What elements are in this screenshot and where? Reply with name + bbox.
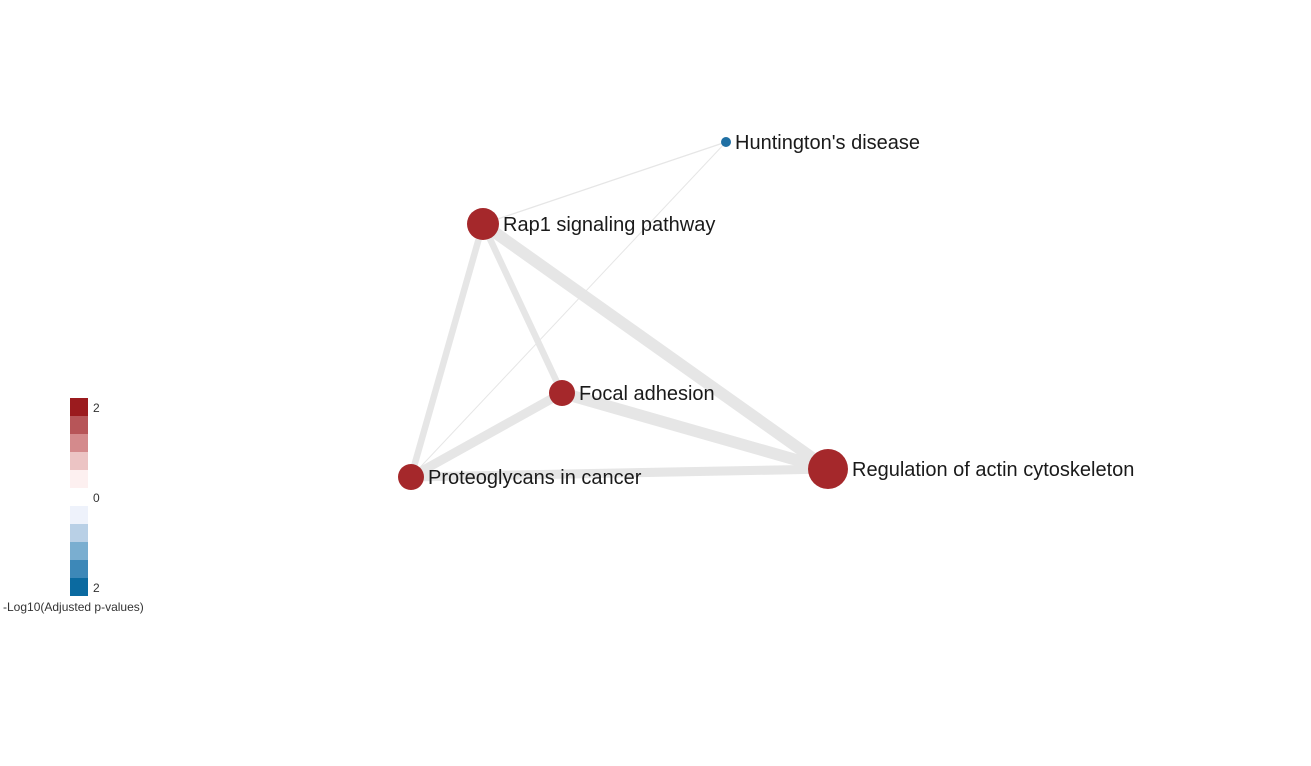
edge-rap1-focal	[479, 220, 566, 397]
node-label-proteoglycans: Proteoglycans in cancer	[428, 467, 642, 489]
legend-swatch	[70, 560, 88, 578]
legend-swatch	[70, 578, 88, 596]
node-focal[interactable]	[549, 380, 575, 406]
legend-swatch	[70, 434, 88, 452]
legend-swatch	[70, 416, 88, 434]
legend-swatch	[70, 524, 88, 542]
legend-tick-top: 2	[93, 401, 100, 415]
node-label-huntington: Huntington's disease	[735, 132, 920, 154]
nodes-layer	[398, 137, 848, 490]
legend-swatch	[70, 542, 88, 560]
edge-proteoglycans-huntington	[410, 141, 727, 478]
edge-rap1-proteoglycans	[407, 220, 487, 481]
legend-swatch	[70, 470, 88, 488]
node-label-rap1: Rap1 signaling pathway	[503, 214, 715, 236]
legend-tick-bottom: 2	[93, 581, 100, 595]
legend-swatches	[70, 398, 88, 596]
edge-rap1-huntington	[482, 141, 727, 225]
legend-swatch	[70, 488, 88, 506]
node-huntington[interactable]	[721, 137, 731, 147]
edge-rap1-actin	[477, 218, 834, 475]
node-label-focal: Focal adhesion	[579, 383, 715, 405]
node-rap1[interactable]	[467, 208, 499, 240]
legend-tick-mid: 0	[93, 491, 100, 505]
legend-swatch	[70, 452, 88, 470]
edges-layer	[406, 141, 834, 482]
edge-focal-proteoglycans	[406, 388, 567, 482]
node-label-actin: Regulation of actin cytoskeleton	[852, 459, 1134, 481]
edge-focal-actin	[556, 387, 834, 475]
color-legend: 2 0 2 -Log10(Adjusted p-values)	[3, 398, 144, 614]
legend-title: -Log10(Adjusted p-values)	[3, 600, 144, 614]
legend-swatch	[70, 506, 88, 524]
legend-swatch	[70, 398, 88, 416]
labels-layer: Huntington's disease Rap1 signaling pathw…	[428, 132, 1134, 489]
edge-proteoglycans-actin	[406, 464, 833, 482]
node-actin[interactable]	[808, 449, 848, 489]
node-proteoglycans[interactable]	[398, 464, 424, 490]
